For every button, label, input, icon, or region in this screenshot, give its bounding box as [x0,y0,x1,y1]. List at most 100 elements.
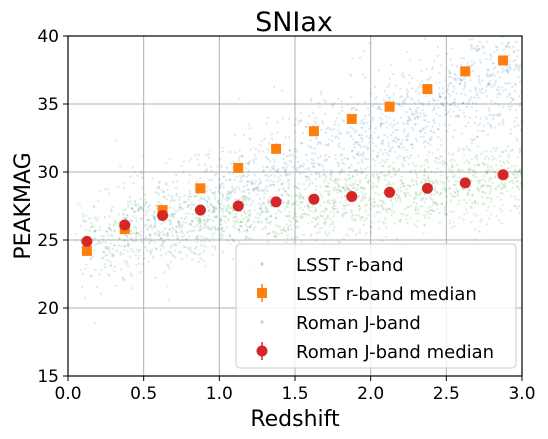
scatter-point [293,150,296,153]
scatter-point [249,209,252,212]
scatter-point [132,182,135,185]
scatter-point [304,168,308,171]
scatter-point [103,250,106,254]
scatter-point [188,192,192,195]
scatter-point [298,164,302,167]
scatter-point [186,205,190,209]
scatter-point [344,177,347,181]
scatter-point [399,200,402,203]
scatter-point [480,87,484,91]
scatter-point [244,223,247,227]
scatter-point [518,104,521,107]
scatter-point [253,173,256,177]
scatter-point [446,129,449,133]
scatter-point [514,83,517,87]
scatter-point [218,234,222,237]
scatter-point [374,102,377,106]
scatter-point [398,146,402,150]
scatter-point [166,188,169,191]
scatter-point [438,81,441,84]
scatter-point [196,220,199,223]
scatter-point [421,196,425,200]
scatter-point [397,145,400,148]
scatter-point [144,198,147,201]
scatter-point [366,107,370,110]
scatter-point [477,48,480,51]
scatter-point [262,169,266,172]
scatter-point [135,235,138,238]
scatter-point [337,137,340,140]
scatter-point [424,113,428,117]
scatter-point [445,163,448,166]
scatter-point [323,223,327,226]
scatter-point [228,196,232,199]
scatter-point [199,196,203,199]
scatter-point [433,201,436,205]
scatter-point [395,193,399,196]
scatter-point [381,170,384,174]
scatter-point [203,237,207,240]
scatter-point [135,219,138,223]
scatter-point [454,187,458,191]
scatter-point [453,101,456,104]
scatter-point [175,194,178,198]
scatter-point [388,96,391,100]
scatter-point [436,45,440,49]
scatter-point [494,65,497,69]
scatter-point [470,138,473,141]
scatter-point [260,208,263,211]
scatter-point [203,198,207,201]
scatter-point [400,105,404,108]
scatter-point [258,189,261,193]
scatter-point [213,192,216,195]
scatter-point [217,226,221,230]
scatter-point [448,123,451,127]
scatter-point [489,190,492,193]
scatter-point [416,176,419,179]
scatter-point [324,100,328,104]
scatter-point [275,170,278,173]
scatter-point [329,169,332,172]
scatter-point [400,95,403,98]
scatter-point [502,123,505,126]
scatter-point [359,145,362,149]
scatter-point [237,198,241,201]
scatter-point [505,69,509,72]
scatter-point [456,194,460,198]
scatter-point [237,159,241,162]
scatter-point [202,218,206,222]
scatter-point [392,182,395,185]
scatter-point [489,58,492,61]
scatter-point [377,154,380,157]
scatter-point [399,218,403,221]
scatter-point [133,203,137,207]
scatter-point [158,233,161,236]
scatter-point [127,243,130,246]
scatter-point [248,126,252,130]
scatter-point [423,127,427,130]
scatter-point [211,244,214,248]
scatter-point [353,142,356,146]
scatter-point [171,226,174,230]
scatter-point [365,203,368,207]
scatter-point [426,176,429,180]
scatter-point [287,201,290,205]
scatter-point [409,97,413,100]
scatter-point [133,210,136,213]
scatter-point [265,211,269,214]
scatter-point [272,180,275,184]
scatter-point [221,150,225,153]
scatter-point [338,132,341,135]
scatter-point [184,200,188,204]
scatter-point [108,223,112,226]
scatter-point [139,230,143,234]
scatter-point [246,188,249,191]
scatter-point [172,213,175,216]
scatter-point [310,152,314,155]
scatter-point [471,174,475,177]
scatter-point [172,228,175,231]
scatter-point [519,102,522,105]
scatter-point [344,198,348,202]
scatter-point [395,199,398,202]
